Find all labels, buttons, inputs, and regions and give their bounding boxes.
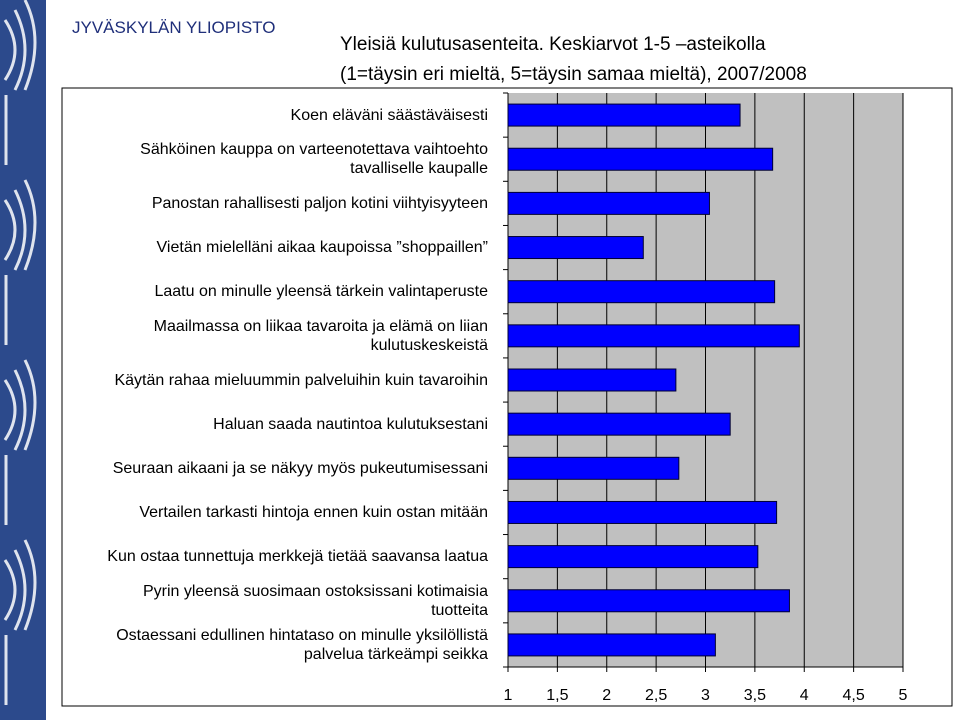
bar (507, 500, 778, 524)
y-tick-label: Vietän mielelläni aikaa kaupoissa ”shopp… (156, 239, 488, 257)
x-tick-label: 1 (504, 687, 513, 704)
x-tick-label: 3 (701, 687, 710, 704)
y-tick-label: Maailmassa on liikaa tavaroita ja elämä … (153, 317, 488, 354)
bar (507, 368, 677, 392)
bar (507, 147, 774, 171)
x-tick-label: 2 (602, 687, 611, 704)
chart-title-block: Yleisiä kulutusasenteita. Keskiarvot 1-5… (340, 30, 807, 90)
chart-subtitle: (1=täysin eri mieltä, 5=täysin samaa mie… (340, 64, 807, 85)
chart-title: Yleisiä kulutusasenteita. Keskiarvot 1-5… (340, 34, 766, 55)
y-tick-label: Vertailen tarkasti hintoja ennen kuin os… (139, 503, 488, 521)
x-tick-label: 2,5 (645, 687, 667, 704)
logo-pattern (3, 0, 37, 705)
x-tick-label: 5 (899, 687, 908, 704)
x-tick-label: 1,5 (546, 687, 568, 704)
y-tick-label: Laatu on minulle yleensä tärkein valinta… (154, 283, 488, 301)
y-tick-label: Ostaessani edullinen hintataso on minull… (116, 626, 488, 663)
y-tick-label: Panostan rahallisesti paljon kotini viih… (151, 194, 488, 212)
bar (507, 236, 644, 260)
y-tick-label: Pyrin yleensä suosimaan ostoksissani kot… (142, 582, 488, 619)
y-tick-label: Haluan saada nautintoa kulutuksestani (213, 415, 488, 433)
x-tick-label: 3,5 (744, 687, 766, 704)
bar (507, 545, 759, 569)
x-tick-label: 4,5 (843, 687, 865, 704)
bar (507, 589, 790, 613)
y-tick-label: Käytän rahaa mieluummin palveluihin kuin… (114, 371, 488, 389)
bar (507, 324, 800, 348)
bar (507, 412, 731, 436)
header-title: JYVÄSKYLÄN YLIOPISTO (72, 18, 276, 37)
y-tick-label: Sähköinen kauppa on varteenotettava vaih… (140, 141, 488, 178)
y-tick-label: Kun ostaa tunnettuja merkkejä tietää saa… (107, 548, 488, 566)
y-tick-label: Seuraan aikaani ja se näkyy myös pukeutu… (112, 459, 488, 477)
bar (507, 633, 716, 657)
bar (507, 191, 710, 215)
bar (507, 103, 741, 127)
bar (507, 280, 776, 304)
x-tick-label: 4 (800, 687, 809, 704)
y-tick-label: Koen eläväni säästäväisesti (290, 106, 488, 124)
bar (507, 456, 680, 480)
